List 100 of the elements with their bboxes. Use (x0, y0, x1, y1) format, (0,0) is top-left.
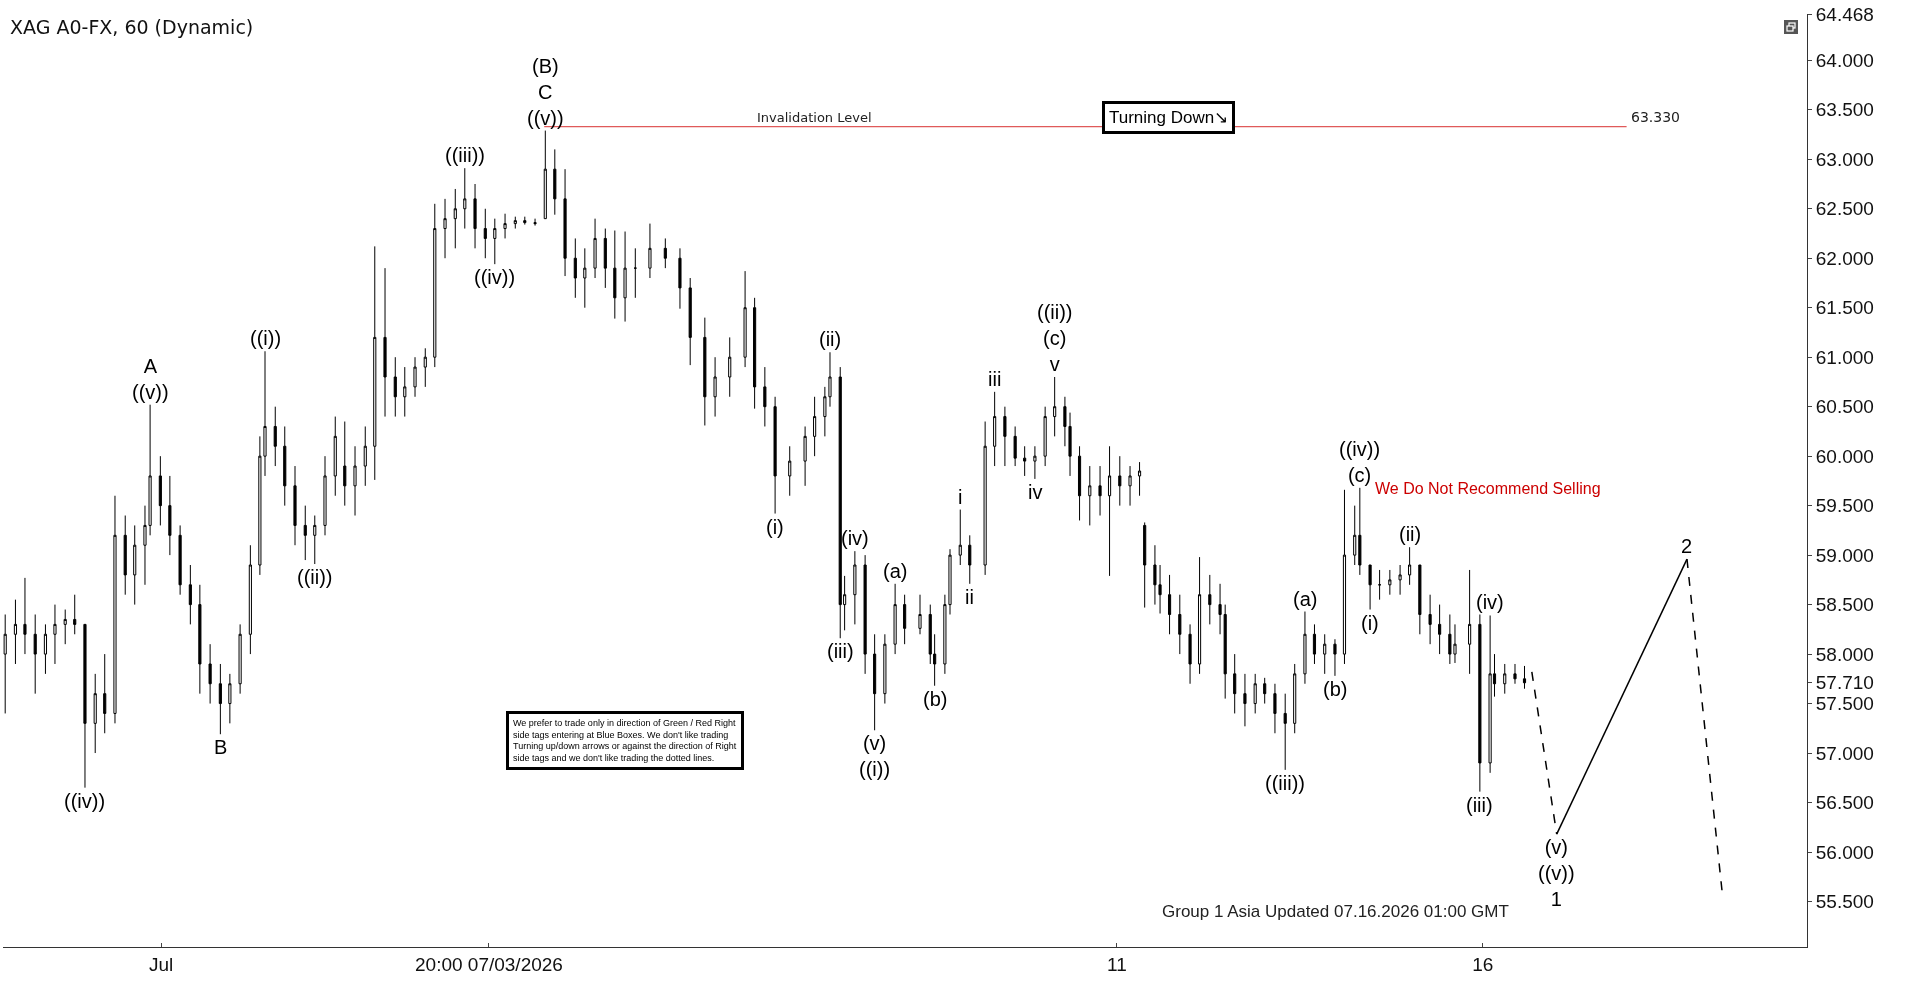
x-tick-label: 16 (1472, 953, 1494, 975)
candlestick (728, 336, 732, 398)
annotation: 63.330 (1631, 109, 1680, 125)
candlestick (553, 148, 557, 216)
candlestick (1137, 461, 1142, 497)
candlestick (303, 505, 307, 561)
candlestick (493, 218, 497, 265)
candlestick (218, 663, 222, 735)
candlestick (1468, 569, 1472, 675)
candlestick (1178, 594, 1182, 655)
y-tick-label: 56.000 (1815, 841, 1874, 863)
candlestick (1233, 653, 1237, 714)
candlestick (838, 366, 842, 639)
candlestick (343, 421, 347, 507)
candlestick (1323, 633, 1327, 675)
candlestick (503, 213, 507, 239)
candlestick (1358, 487, 1362, 576)
candlestick (373, 245, 377, 481)
y-tick-label: 64.468 (1815, 3, 1874, 25)
candlestick (983, 421, 987, 576)
candlestick (313, 515, 317, 565)
candlestick (893, 583, 897, 655)
candlestick (1188, 623, 1192, 685)
annotation: (v) ((v)) 1 (1538, 836, 1575, 910)
annotation: ((ii)) (c) v (1037, 301, 1073, 375)
candlestick (623, 231, 627, 323)
candlestick (743, 270, 747, 368)
y-tick-label: 60.500 (1815, 396, 1874, 418)
candlestick (208, 643, 212, 705)
annotation: (iii) (1466, 794, 1493, 816)
annotation: iii (988, 368, 1002, 390)
candlestick (918, 594, 922, 635)
candlestick (1438, 604, 1442, 655)
candlestick (1368, 564, 1372, 611)
candlestick (883, 633, 887, 705)
annotation: (b) (1323, 678, 1348, 700)
candlestick (1303, 611, 1307, 685)
candlestick (3, 613, 7, 714)
candlestick (1503, 663, 1507, 695)
candlestick (968, 534, 972, 585)
candlestick (513, 216, 517, 230)
annotation: ((i)) (250, 327, 282, 349)
candlestick (1128, 465, 1132, 507)
y-tick-label: 64.000 (1815, 49, 1874, 71)
candlestick (323, 455, 327, 536)
candlestick (403, 366, 407, 418)
y-tick-label: 57.710 (1815, 672, 1874, 694)
candlestick (1208, 574, 1212, 625)
candlestick (103, 653, 107, 734)
annotation: (i) (1361, 612, 1379, 634)
candlestick (423, 347, 427, 388)
candlestick (178, 524, 182, 596)
candlestick (1053, 376, 1057, 437)
y-tick-label: 58.000 (1815, 643, 1874, 665)
candlestick (293, 465, 297, 546)
candlestick (1118, 455, 1122, 507)
candlestick (393, 356, 397, 418)
candlestick (93, 673, 97, 754)
candlestick (463, 167, 467, 230)
candlestick (73, 594, 77, 635)
candlestick (803, 425, 807, 487)
annotation: (a) (883, 560, 908, 582)
candlestick (13, 599, 18, 665)
candlestick (763, 366, 767, 427)
y-tick-label: 58.500 (1815, 594, 1874, 616)
chart-title: XAG A0-FX, 60 (Dynamic) (10, 16, 254, 38)
annotation: (v) ((i)) (859, 732, 891, 780)
y-tick-label: 62.500 (1815, 198, 1874, 220)
annotation: (iii) (827, 640, 854, 662)
candlestick (703, 317, 707, 426)
y-tick-label: 59.000 (1815, 544, 1874, 566)
candlestick (443, 198, 447, 259)
candlestick (1197, 556, 1202, 675)
candlestick (483, 208, 487, 259)
candlestick (633, 247, 637, 299)
y-tick-label: 56.500 (1815, 792, 1874, 814)
x-tick-label: Jul (148, 953, 174, 975)
candlestick (603, 228, 607, 289)
candlestick (648, 223, 652, 279)
candlestick (1428, 594, 1432, 645)
annotation: (iv) (841, 527, 869, 549)
candlestick (1167, 574, 1172, 635)
candlestick (1143, 521, 1147, 609)
annotation: iv (1028, 481, 1043, 503)
annotation: ((iii)) (445, 144, 485, 166)
candlestick (1353, 505, 1357, 566)
candlestick (113, 495, 117, 724)
candlestick (1013, 425, 1017, 467)
candlestick (1312, 623, 1317, 665)
candlestick (958, 509, 962, 566)
annotation: ((iii)) (1265, 772, 1305, 794)
candlestick (198, 584, 202, 695)
candlestick (248, 544, 252, 655)
candlestick (1408, 546, 1412, 586)
candlestick (1398, 564, 1402, 596)
candlestick (1243, 673, 1247, 727)
candlestick (133, 524, 137, 606)
candlestick (903, 594, 907, 645)
candlestick (993, 391, 997, 467)
candlestick (593, 218, 597, 279)
